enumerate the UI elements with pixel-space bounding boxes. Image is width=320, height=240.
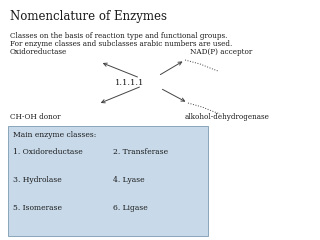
Text: Main enzyme classes:: Main enzyme classes:	[13, 131, 96, 139]
Text: 1. Oxidoreductase: 1. Oxidoreductase	[13, 148, 83, 156]
Bar	[8, 126, 208, 236]
Text: 4. Lyase: 4. Lyase	[113, 176, 145, 184]
Text: CH-OH donor: CH-OH donor	[10, 113, 60, 121]
Text: alkohol-dehydrogenase: alkohol-dehydrogenase	[185, 113, 270, 121]
Text: NAD(P) acceptor: NAD(P) acceptor	[190, 48, 252, 56]
Text: For enzyme classes and subclasses arabic numbers are used.: For enzyme classes and subclasses arabic…	[10, 40, 232, 48]
Text: 2. Transferase: 2. Transferase	[113, 148, 168, 156]
Text: Classes on the basis of reaction type and functional groups.: Classes on the basis of reaction type an…	[10, 32, 228, 40]
Text: 5. Isomerase: 5. Isomerase	[13, 204, 62, 212]
Text: Oxidoreductase: Oxidoreductase	[10, 48, 67, 56]
Text: Nomenclature of Enzymes: Nomenclature of Enzymes	[10, 10, 167, 23]
Text: 6. Ligase: 6. Ligase	[113, 204, 148, 212]
Text: 1.1.1.1: 1.1.1.1	[115, 79, 144, 87]
Text: 3. Hydrolase: 3. Hydrolase	[13, 176, 62, 184]
